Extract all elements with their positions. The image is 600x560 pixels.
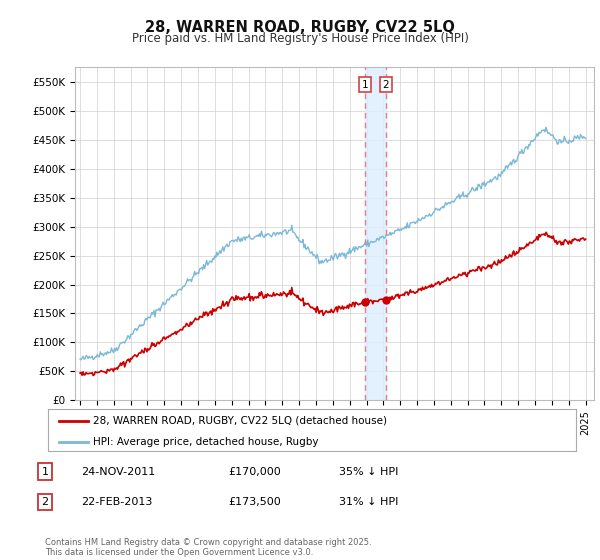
Text: 2: 2 (41, 497, 49, 507)
Text: 35% ↓ HPI: 35% ↓ HPI (339, 466, 398, 477)
Text: £173,500: £173,500 (228, 497, 281, 507)
Text: 24-NOV-2011: 24-NOV-2011 (81, 466, 155, 477)
Text: Price paid vs. HM Land Registry's House Price Index (HPI): Price paid vs. HM Land Registry's House … (131, 32, 469, 45)
Bar (365, 67, 386, 400)
Text: Contains HM Land Registry data © Crown copyright and database right 2025.
This d: Contains HM Land Registry data © Crown c… (45, 538, 371, 557)
Text: 28, WARREN ROAD, RUGBY, CV22 5LQ: 28, WARREN ROAD, RUGBY, CV22 5LQ (145, 20, 455, 35)
Text: 31% ↓ HPI: 31% ↓ HPI (339, 497, 398, 507)
Text: 1: 1 (41, 466, 49, 477)
Text: 28, WARREN ROAD, RUGBY, CV22 5LQ (detached house): 28, WARREN ROAD, RUGBY, CV22 5LQ (detach… (93, 416, 387, 426)
Text: 1: 1 (362, 80, 368, 90)
Text: 2: 2 (383, 80, 389, 90)
Text: 22-FEB-2013: 22-FEB-2013 (81, 497, 152, 507)
Text: £170,000: £170,000 (228, 466, 281, 477)
Text: HPI: Average price, detached house, Rugby: HPI: Average price, detached house, Rugb… (93, 437, 319, 446)
